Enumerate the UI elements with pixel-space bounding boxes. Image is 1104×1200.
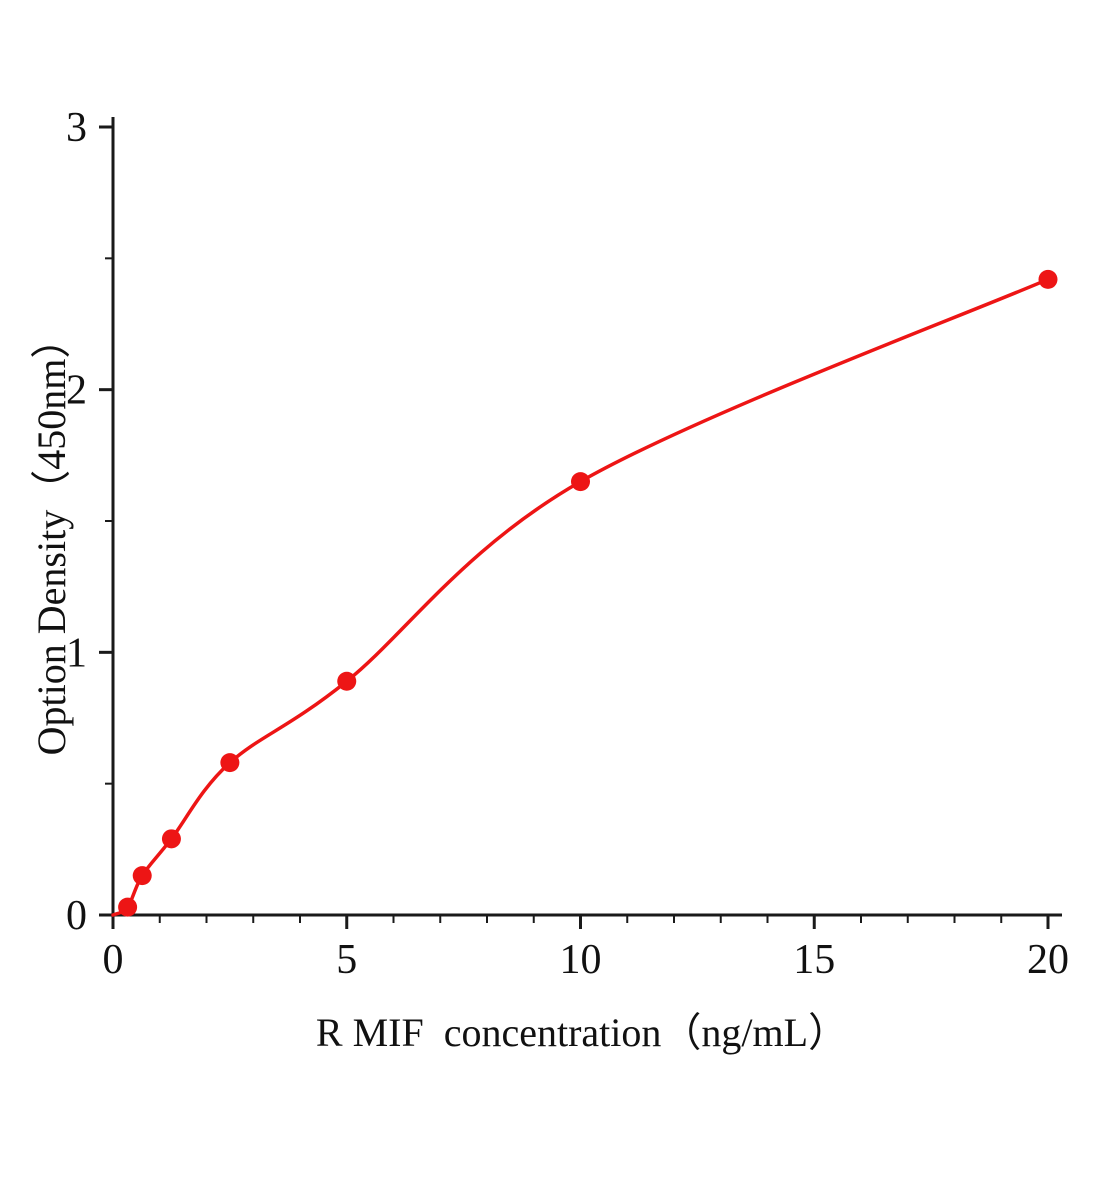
data-point [337,671,357,691]
y-tick-label: 2 [66,368,87,414]
data-point [118,897,138,917]
x-tick-label: 20 [1027,937,1069,983]
x-tick-label: 10 [560,937,602,983]
y-tick-label: 0 [66,893,87,939]
y-tick-label: 1 [66,630,87,676]
x-tick-label: 0 [103,937,124,983]
x-axis-label: R MIF concentration（ng/mL） [315,1010,849,1055]
fit-curve [111,277,1050,917]
data-point [220,753,240,773]
data-point [1038,269,1058,289]
y-tick-label: 3 [66,105,87,151]
data-point [161,829,181,849]
x-tick-label: 5 [336,937,357,983]
data-point [571,472,590,492]
y-axis-label: Option Density（450nm） [29,318,74,756]
data-point [132,866,152,886]
x-tick-label: 15 [793,937,835,983]
